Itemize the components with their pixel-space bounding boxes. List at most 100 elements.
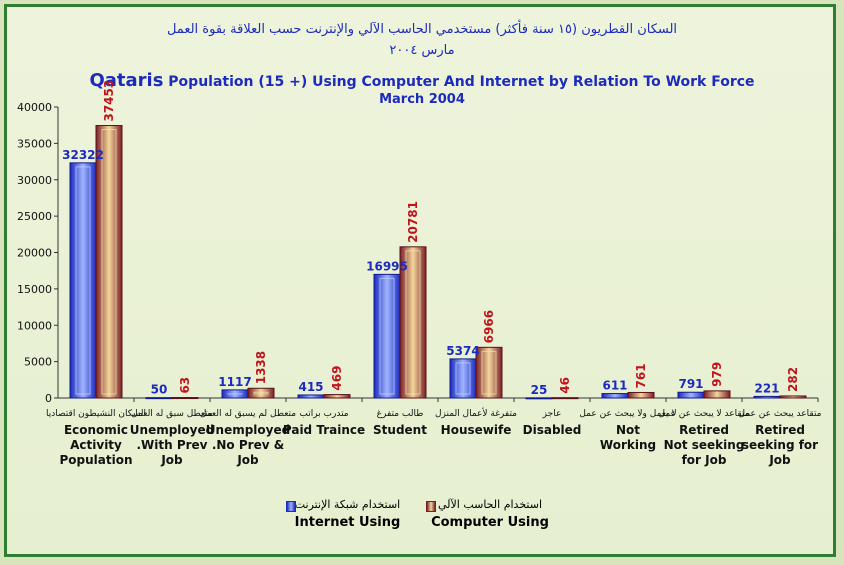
- data-label-computer: 1338: [254, 351, 268, 384]
- data-label-computer: 6966: [482, 310, 496, 343]
- data-label-internet: 25: [531, 383, 548, 397]
- bar-computer: [171, 397, 199, 400]
- legend-computer-label: Computer Using: [431, 515, 549, 530]
- bar-internet: [145, 397, 173, 400]
- chart-title-prefix: Qataris: [89, 70, 164, 91]
- bar-highlight: [101, 129, 117, 395]
- data-label-computer: 282: [786, 367, 800, 392]
- bar-highlight: [481, 350, 497, 395]
- bar-internet: [753, 395, 781, 399]
- category-label-arabic: عاجز: [542, 409, 562, 419]
- category-label-arabic: متقاعد يبحث عن عمل: [739, 409, 822, 419]
- data-label-internet: 415: [298, 380, 323, 394]
- data-label-computer: 761: [634, 363, 648, 388]
- category-label: seeking for: [742, 438, 818, 452]
- bar-computer: [95, 125, 123, 399]
- data-label-computer: 63: [178, 377, 192, 394]
- bar-internet: [677, 391, 705, 399]
- bar-computer: [323, 394, 351, 399]
- bar-internet: [297, 394, 325, 399]
- legend-computer-arabic: استخدام الحاسب الآلي: [437, 498, 543, 511]
- bar-highlight: [455, 362, 471, 395]
- bar-computer: [627, 391, 655, 399]
- bar-highlight: [253, 391, 269, 395]
- chart-title: Qataris Population (15 +) Using Computer…: [0, 70, 844, 91]
- category-label: Population: [59, 453, 132, 467]
- bar-computer: [779, 395, 807, 399]
- category-label: Housewife: [441, 423, 512, 437]
- chart-subtitle: March 2004: [379, 92, 465, 107]
- bar-internet: [373, 273, 401, 399]
- data-label-computer: 46: [558, 377, 572, 394]
- bar-internet: [525, 397, 553, 400]
- bar-internet: [449, 358, 477, 399]
- legend-internet-label: Internet Using: [294, 515, 401, 530]
- bar-highlight: [405, 250, 421, 395]
- category-label: Economic: [64, 423, 128, 437]
- bar-internet: [69, 162, 97, 399]
- chart-date-arabic: مارس ٢٠٠٤: [389, 43, 455, 58]
- y-tick-label: 10000: [17, 319, 52, 332]
- category-label: Paid Traince: [283, 423, 365, 437]
- legend-internet: استخدام شبكة الإنترنت Internet Using: [285, 498, 410, 530]
- category-label-arabic: متدرب براتب: [299, 409, 348, 419]
- data-label-internet: 791: [678, 377, 703, 391]
- category-label-arabic: متقاعد لا يبحث عن عمل: [659, 409, 750, 419]
- data-label-internet: 16995: [366, 259, 408, 273]
- category-label: Job: [236, 453, 259, 467]
- bar-computer: [475, 346, 503, 399]
- bar-computer: [551, 397, 579, 400]
- bar-highlight: [75, 166, 91, 395]
- category-label: Unemployed: [206, 423, 290, 437]
- category-label: Student: [373, 423, 427, 437]
- data-label-computer: 37453: [102, 80, 116, 122]
- category-label-arabic: متعطل سبق له العمل: [131, 409, 213, 419]
- y-tick-label: 40000: [17, 101, 52, 114]
- data-label-internet: 1117: [218, 375, 251, 389]
- y-tick-label: 30000: [17, 174, 52, 187]
- category-label: Not seeking: [664, 438, 745, 452]
- category-label-arabic: السكان النشيطون اقتصاديا: [46, 409, 146, 419]
- category-label: Working: [600, 438, 656, 452]
- legend-computer: استخدام الحاسب الآلي Computer Using: [425, 498, 555, 530]
- data-label-internet: 32322: [62, 148, 104, 162]
- category-label: for Job: [682, 453, 727, 467]
- category-label: Disabled: [523, 423, 582, 437]
- legend-internet-arabic: استخدام شبكة الإنترنت: [294, 498, 401, 511]
- y-tick-label: 35000: [17, 137, 52, 150]
- category-label: Job: [160, 453, 183, 467]
- legend-internet-swatch: [286, 501, 296, 512]
- legend-computer-swatch: [426, 501, 436, 512]
- category-label: Not: [616, 423, 640, 437]
- category-label: Activity: [70, 438, 122, 452]
- category-label: Job: [768, 453, 791, 467]
- y-tick-label: 25000: [17, 210, 52, 223]
- category-label: Retired: [755, 423, 805, 437]
- data-label-internet: 50: [151, 383, 168, 397]
- chart-title-arabic: السكان القطريون (١٥ سنة فأكثر) مستخدمي ا…: [166, 22, 678, 37]
- y-tick-label: 5000: [24, 356, 52, 369]
- category-label: .No Prev &: [212, 438, 284, 452]
- category-label-arabic: طالب متفرغ: [377, 409, 424, 419]
- data-label-internet: 221: [754, 381, 779, 395]
- chart-title-main: Population (15 +) Using Computer And Int…: [168, 74, 755, 90]
- bar-computer: [247, 387, 275, 399]
- category-label: Retired: [679, 423, 729, 437]
- bar-highlight: [379, 277, 395, 395]
- category-label-arabic: متفرغة لأعمال المنزل: [435, 407, 517, 419]
- category-label-arabic: لا يعمل ولا يبحث عن عمل: [579, 409, 676, 419]
- category-label: .With Prev: [136, 438, 207, 452]
- data-label-computer: 469: [330, 366, 344, 391]
- category-label-arabic: متعطل لم يسبق له العمل: [200, 409, 296, 419]
- bar-computer: [399, 246, 427, 399]
- y-tick-label: 15000: [17, 283, 52, 296]
- y-tick-label: 20000: [17, 247, 52, 260]
- data-label-computer: 20781: [406, 201, 420, 243]
- category-label: Unemployed: [130, 423, 214, 437]
- data-label-computer: 979: [710, 362, 724, 387]
- data-label-internet: 5374: [446, 344, 479, 358]
- data-label-internet: 611: [602, 379, 627, 393]
- bar-internet: [601, 393, 629, 399]
- y-tick-label: 0: [45, 392, 52, 405]
